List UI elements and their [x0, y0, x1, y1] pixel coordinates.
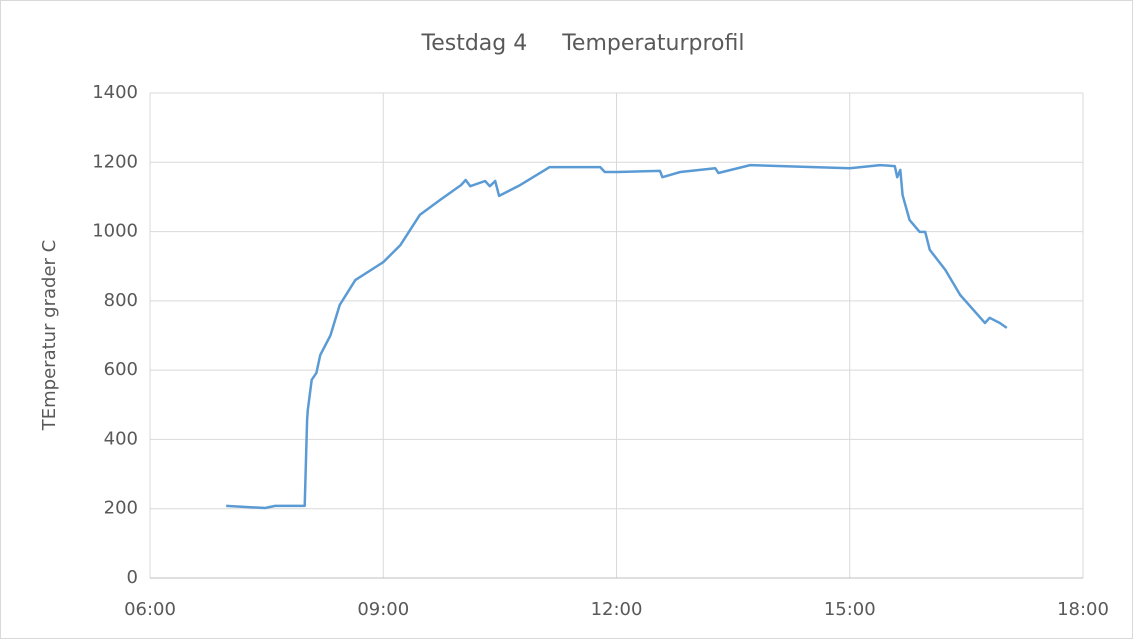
y-tick-label: 200 — [104, 498, 138, 519]
y-tick-label: 0 — [127, 567, 138, 588]
y-axis-label: TEmperatur grader C — [39, 240, 60, 431]
y-tick-label: 1000 — [92, 221, 138, 242]
x-tick-label: 12:00 — [591, 599, 643, 620]
chart-title: Testdag 4 Temperaturprofil — [421, 31, 745, 56]
x-tick-label: 09:00 — [357, 599, 409, 620]
x-tick-label: 06:00 — [124, 599, 176, 620]
y-tick-label: 1400 — [92, 82, 138, 103]
y-tick-label: 600 — [104, 359, 138, 380]
y-tick-label: 1200 — [92, 151, 138, 172]
y-tick-label: 800 — [104, 290, 138, 311]
x-tick-label: 15:00 — [824, 599, 876, 620]
y-tick-label: 400 — [104, 428, 138, 449]
data-line — [226, 163, 1008, 510]
x-tick-label: 18:00 — [1057, 599, 1109, 620]
